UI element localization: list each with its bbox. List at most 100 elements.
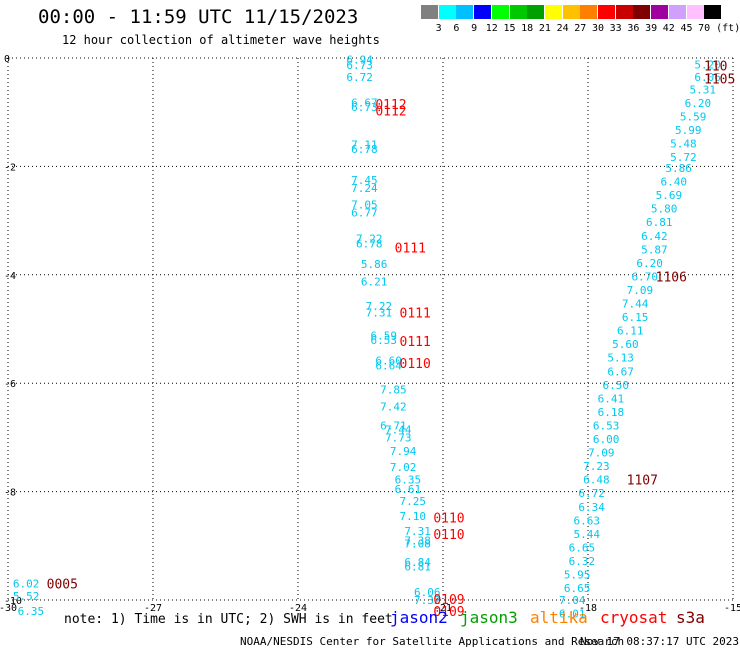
page-title: 00:00 - 11:59 UTC 11/15/2023 [38,6,359,28]
swh-point: 6.11 [617,325,644,338]
swh-point: 6.94 [346,54,373,67]
pass-time-label: 1105 [704,73,735,88]
swh-point: 6.40 [661,176,688,189]
swh-point: 7.32 [414,594,441,607]
footer-timestamp: Nov 17 08:37:17 UTC 2023 [580,635,739,648]
swh-point: 7.31 [404,525,431,538]
swh-point: 5.59 [680,111,707,124]
pass-time-label: 1106 [656,270,687,285]
swh-point: 7.23 [583,460,610,473]
swh-point: 5.80 [651,203,678,216]
pass-time-label: 0110 [433,528,464,543]
swh-point: 6.71 [380,419,407,432]
legend-label: 45 [680,23,693,34]
swh-point: 6.02 [13,578,40,591]
y-tick-label: -4 [4,271,16,282]
footer-credit: NOAA/NESDIS Center for Satellite Applica… [240,635,625,648]
swh-point: 5.48 [670,138,697,151]
legend-label: 33 [609,23,622,34]
legend-label: 6 [453,23,460,34]
legend-label: 30 [591,23,605,34]
swh-point: 7.73 [385,431,412,444]
swh-point: 5.20 [694,59,721,72]
legend-swatch [704,5,722,19]
swh-point: 7.45 [351,174,378,187]
swh-point: 6.72 [578,487,605,500]
pass-time-label: 0111 [400,335,431,350]
satellite-legend-cryosat: cryosat [600,608,668,627]
swh-point: 6.06 [694,71,721,84]
swh-point: 7.11 [351,139,378,152]
x-tick-label: -30 [0,603,17,614]
y-tick-label: -10 [4,596,22,607]
legend-label: 18 [521,23,534,34]
legend-swatch [474,5,492,19]
swh-point: 6.60 [375,354,402,367]
swh-point: 6.65 [564,582,591,595]
x-tick-label: -24 [289,603,307,614]
swh-point: 6.48 [583,474,610,487]
pass-time-label: 0112 [375,105,406,120]
legend-swatch [633,5,651,19]
swh-point: 6.67 [351,96,378,109]
swh-point: 6.01 [559,608,586,621]
pass-time-label: 0110 [400,357,431,372]
satellite-legend-s3a: s3a [676,608,705,627]
swh-point: 7.05 [351,198,378,211]
swh-point: 7.42 [380,401,407,414]
swh-point: 7.08 [404,538,431,551]
legend-label: 36 [627,23,640,34]
pass-time-label: 0110 [433,512,464,527]
swh-point: 6.50 [603,379,630,392]
swh-point: 6.21 [361,275,388,288]
swh-point: 6.20 [685,97,712,110]
legend-label: 3 [435,23,442,34]
pass-time-label: 0111 [400,307,431,322]
legend-swatch [527,5,545,19]
swh-point: 6.81 [646,216,673,229]
swh-point: 7.25 [400,495,427,508]
x-tick-label: -15 [724,603,740,614]
legend-swatch [544,5,562,19]
swh-point: 7.09 [627,284,654,297]
swh-point: 6.63 [574,514,601,527]
legend-label: 12 [485,23,498,34]
legend-swatch [491,5,509,19]
pass-time-label: 0112 [375,98,406,113]
x-tick-label: -18 [579,603,597,614]
swh-point: 7.02 [390,461,417,474]
pass-time-label: 0005 [47,578,78,593]
legend-swatch [421,5,438,19]
swh-point: 6.42 [641,230,668,243]
swh-point: 6.41 [598,392,625,405]
swh-point: 6.64 [375,359,402,372]
swh-point: 6.73 [351,101,378,114]
swh-point: 5.95 [564,569,591,582]
swh-point: 5.99 [675,124,702,137]
swh-point: 5.72 [670,151,697,164]
swh-point: 5.69 [656,189,683,202]
swh-point: 6.59 [371,330,398,343]
swh-point: 6.15 [622,311,649,324]
swh-point: 7.09 [588,447,615,460]
swh-point: 7.04 [559,594,586,607]
legend-swatch [598,5,615,19]
swh-point: 7.31 [366,307,393,320]
swh-point: 7.44 [385,423,412,436]
legend-swatch [438,5,456,19]
swh-point: 5.87 [641,243,668,256]
legend-label: 70 [698,23,711,34]
swh-point: 6.84 [404,556,431,569]
satellite-legend-jason2: jason2 [390,608,448,627]
swh-point: 6.65 [569,541,596,554]
swh-point: 5.86 [665,162,692,175]
pass-time-label: 1107 [627,474,658,489]
swh-point: 7.38 [404,534,431,547]
x-tick-label: -21 [434,603,452,614]
swh-point: 6.81 [404,560,431,573]
legend-label: 9 [471,23,478,34]
swh-point: 6.35 [395,474,422,487]
legend-swatch [562,5,580,19]
legend-swatch [580,5,598,19]
